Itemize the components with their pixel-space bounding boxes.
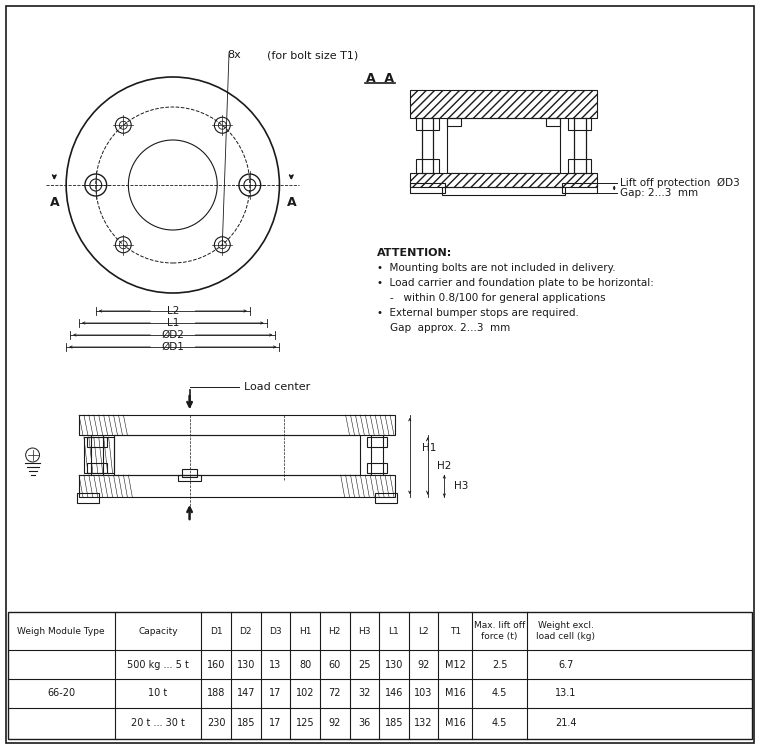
Text: L2: L2 [418,626,429,635]
Text: 4.5: 4.5 [492,718,507,727]
Text: 80: 80 [299,660,311,670]
Text: 25: 25 [358,660,370,670]
Bar [410,90,598,118]
Text: H3: H3 [358,626,370,635]
Text: 103: 103 [414,688,433,699]
Bar [79,475,395,497]
Bar [416,159,440,173]
Bar [178,475,202,481]
Text: •  Load carrier and foundation plate to be horizontal:: • Load carrier and foundation plate to b… [377,278,654,288]
Text: Lift off protection  ØD3: Lift off protection ØD3 [620,178,740,188]
Text: ATTENTION:: ATTENTION: [377,248,453,258]
Bar [87,437,106,447]
Text: H1: H1 [422,443,436,453]
Text: Load center: Load center [244,382,310,392]
Bar [367,463,387,473]
Bar [567,118,591,130]
Text: H2: H2 [437,461,452,471]
Text: 20 t ... 30 t: 20 t ... 30 t [131,718,185,727]
Bar [447,118,461,126]
Text: 13.1: 13.1 [555,688,577,699]
Bar [367,437,387,447]
Text: ØD2: ØD2 [162,330,184,340]
Bar [182,469,197,477]
Text: 230: 230 [207,718,226,727]
Bar [442,187,564,195]
Text: 17: 17 [270,718,282,727]
Text: L2: L2 [166,306,179,316]
Text: M12: M12 [445,660,466,670]
Bar [562,183,598,193]
Text: Gap: 2...3  mm: Gap: 2...3 mm [620,188,698,198]
Text: 10 t: 10 t [149,688,168,699]
Bar [410,173,598,187]
Text: ØD1: ØD1 [162,342,184,352]
Bar [447,118,560,173]
Bar [567,159,591,173]
Text: Weigh Module Type: Weigh Module Type [18,626,105,635]
Bar [410,183,445,193]
Bar [8,612,752,739]
Text: 60: 60 [329,660,341,670]
Text: 2.5: 2.5 [492,660,507,670]
Text: 4.5: 4.5 [492,688,507,699]
Text: 17: 17 [270,688,282,699]
Text: H3: H3 [454,481,469,491]
Text: 130: 130 [236,660,255,670]
Text: H2: H2 [329,626,341,635]
Text: A  A: A A [367,71,394,85]
Text: A: A [49,196,59,210]
Text: 36: 36 [358,718,370,727]
Text: 185: 185 [385,718,403,727]
Text: 188: 188 [207,688,226,699]
Text: A: A [286,196,296,210]
Text: •  Mounting bolts are not included in delivery.: • Mounting bolts are not included in del… [377,263,616,273]
Bar [84,437,113,473]
Text: L1: L1 [166,318,179,328]
Text: D3: D3 [270,626,282,635]
Text: L1: L1 [389,626,400,635]
Text: D1: D1 [210,626,223,635]
Text: 132: 132 [414,718,433,727]
Text: M16: M16 [445,718,466,727]
Bar [79,415,395,435]
Text: 8x: 8x [227,50,241,60]
Text: 147: 147 [236,688,255,699]
Text: Capacity: Capacity [138,626,178,635]
Bar [87,463,106,473]
Text: 92: 92 [329,718,341,727]
Text: 146: 146 [385,688,403,699]
Text: T1: T1 [450,626,460,635]
Text: 125: 125 [296,718,314,727]
Text: 185: 185 [236,718,255,727]
Text: 32: 32 [358,688,370,699]
Bar [546,118,560,126]
Text: 13: 13 [270,660,282,670]
Bar [375,493,397,503]
Text: 6.7: 6.7 [558,660,574,670]
Bar [77,493,99,503]
Bar [416,118,440,130]
Text: Gap  approx. 2...3  mm: Gap approx. 2...3 mm [377,323,511,333]
Text: H1: H1 [299,626,311,635]
Text: 102: 102 [296,688,314,699]
Text: •  External bumper stops are required.: • External bumper stops are required. [377,308,579,318]
Text: 160: 160 [207,660,226,670]
Text: 92: 92 [417,660,430,670]
Bar [113,435,360,475]
Text: Weight excl.
load cell (kg): Weight excl. load cell (kg) [536,622,595,640]
Text: 21.4: 21.4 [555,718,577,727]
Text: 500 kg ... 5 t: 500 kg ... 5 t [127,660,189,670]
Text: M16: M16 [445,688,466,699]
Text: D2: D2 [239,626,252,635]
Text: Max. lift off
force (t): Max. lift off force (t) [474,622,525,640]
Text: (for bolt size T1): (for bolt size T1) [266,50,358,60]
Text: 66-20: 66-20 [47,688,75,699]
Text: 72: 72 [329,688,341,699]
Text: -   within 0.8/100 for general applications: - within 0.8/100 for general application… [377,293,606,303]
Text: 130: 130 [385,660,403,670]
